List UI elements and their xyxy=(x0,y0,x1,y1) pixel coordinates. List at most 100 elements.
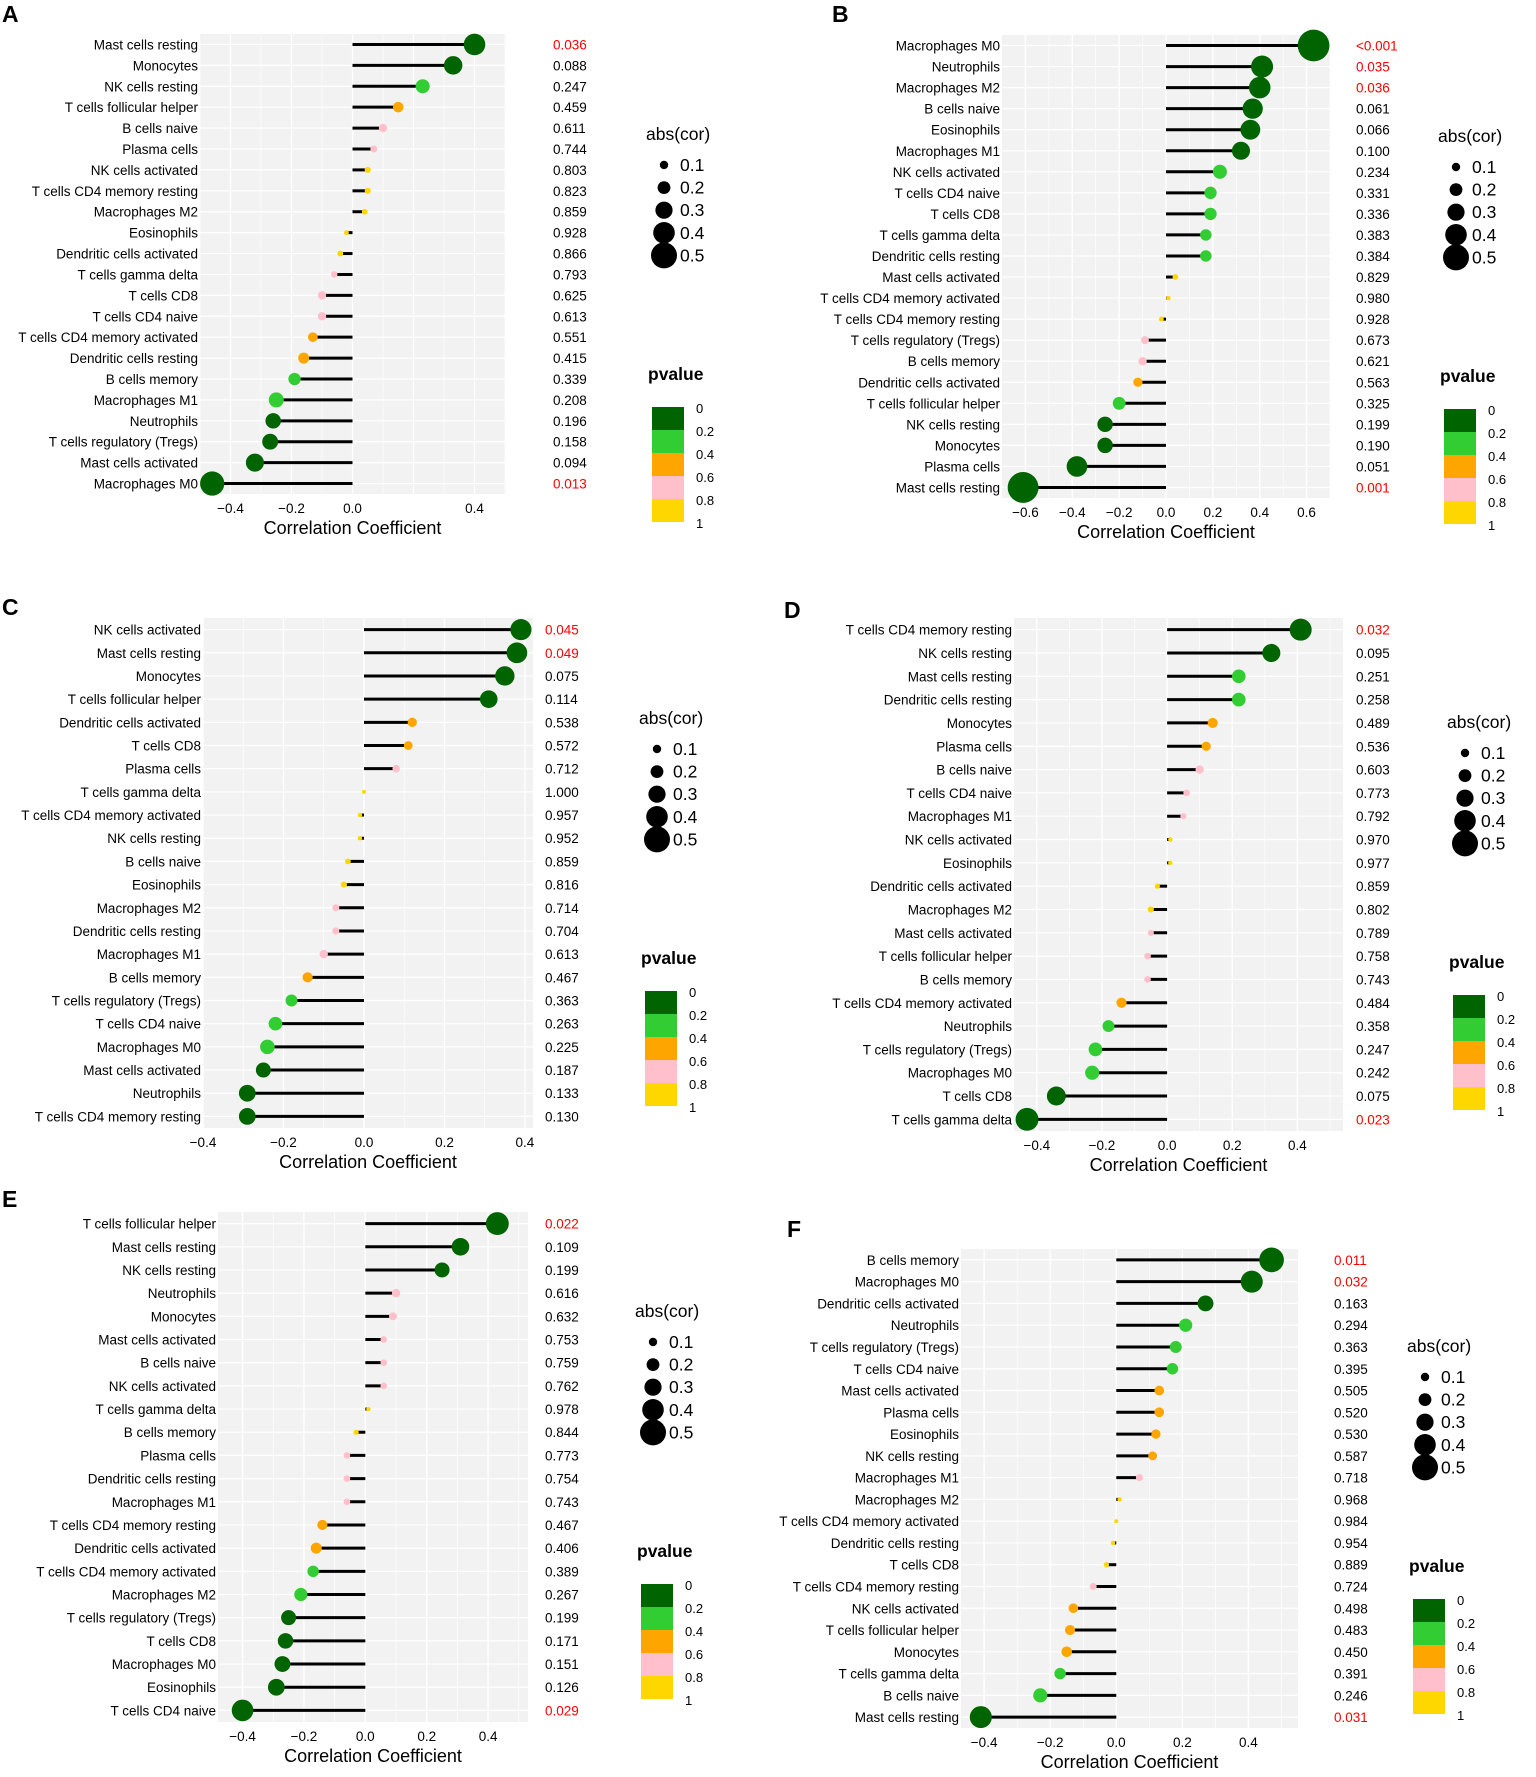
lollipop-point xyxy=(1015,1107,1039,1131)
pvalue-legend-swatch xyxy=(1413,1691,1445,1714)
plot-background xyxy=(1014,618,1343,1131)
size-legend: abs(cor) 0.1 0.20.3 0.40.5 xyxy=(646,124,710,269)
pvalue-legend-title: pvalue xyxy=(637,1541,693,1561)
category-label: B cells memory xyxy=(124,1425,217,1440)
category-label: Neutrophils xyxy=(891,1318,960,1333)
size-legend-dot xyxy=(644,826,670,853)
x-tick-label: 0.4 xyxy=(465,501,484,516)
pvalue-label: 0.984 xyxy=(1334,1514,1368,1529)
pvalue-label: 0.199 xyxy=(1356,417,1390,432)
lollipop-point xyxy=(1207,717,1218,729)
pvalue-label: 0.859 xyxy=(553,205,587,220)
pvalue-label: 0.029 xyxy=(545,1703,579,1718)
lollipop-point xyxy=(1231,692,1246,707)
category-label: T cells CD4 memory activated xyxy=(832,996,1012,1011)
lollipop-point xyxy=(361,789,366,794)
category-label: NK cells resting xyxy=(906,417,1000,432)
pvalue-label: 0.724 xyxy=(1334,1579,1368,1594)
pvalue-label: 0.075 xyxy=(545,669,579,684)
pvalue-legend-label: 0.4 xyxy=(689,1031,707,1046)
size-legend-label: 0.5 xyxy=(1481,833,1505,853)
pvalue-label: 0.957 xyxy=(545,808,579,823)
size-legend-dot xyxy=(655,201,673,219)
lollipop-point xyxy=(1054,1667,1066,1680)
pvalue-label: 0.572 xyxy=(545,739,579,754)
lollipop-point xyxy=(288,372,301,386)
pvalue-legend: pvalue 0 0.2 0.4 0.6 0.8 1 xyxy=(1449,952,1515,1119)
pvalue-label: 0.889 xyxy=(1334,1558,1368,1573)
x-tick-label: 0.0 xyxy=(1107,1735,1126,1750)
category-label: T cells CD8 xyxy=(146,1634,216,1649)
lollipop-point xyxy=(370,145,378,153)
lollipop-point xyxy=(262,433,279,450)
pvalue-label: 0.001 xyxy=(1356,480,1390,495)
pvalue-label: 0.968 xyxy=(1334,1492,1368,1507)
pvalue-label: 0.196 xyxy=(553,414,587,429)
pvalue-label: 0.363 xyxy=(545,994,579,1009)
pvalue-legend-swatch xyxy=(641,1607,673,1630)
pvalue-legend-title: pvalue xyxy=(648,364,704,384)
category-label: NK cells resting xyxy=(918,646,1012,661)
lollipop-point xyxy=(1144,952,1151,960)
size-legend-label: 0.5 xyxy=(1472,247,1496,267)
category-label: T cells regulatory (Tregs) xyxy=(851,333,1000,348)
category-label: T cells follicular helper xyxy=(65,100,199,115)
lollipop-point xyxy=(366,1406,371,1412)
pvalue-legend-swatch xyxy=(1444,455,1476,478)
lollipop-point xyxy=(255,1062,271,1078)
pvalue-label: 0.714 xyxy=(545,901,579,916)
category-label: T cells CD4 memory activated xyxy=(820,291,1000,306)
panel-label: E xyxy=(2,1186,17,1212)
pvalue-label: 0.406 xyxy=(545,1541,579,1556)
category-label: T cells CD8 xyxy=(930,207,1000,222)
category-label: Macrophages M2 xyxy=(112,1588,216,1603)
lollipop-point xyxy=(1231,669,1246,684)
pvalue-legend-swatch xyxy=(652,453,684,476)
pvalue-label: 0.242 xyxy=(1356,1066,1390,1081)
pvalue-legend-label: 0 xyxy=(1457,1593,1464,1608)
pvalue-legend-swatch xyxy=(1444,432,1476,455)
pvalue-legend-label: 0.2 xyxy=(685,1601,703,1616)
lollipop-point xyxy=(298,352,310,364)
pvalue-legend-label: 0 xyxy=(685,1578,692,1593)
lollipop-point xyxy=(392,764,400,773)
pvalue-label: 0.758 xyxy=(1356,949,1390,964)
lollipop-point xyxy=(277,1633,294,1649)
category-label: B cells memory xyxy=(867,1253,960,1268)
category-label: Macrophages M1 xyxy=(112,1495,216,1510)
pvalue-label: 0.859 xyxy=(1356,879,1390,894)
category-label: Monocytes xyxy=(136,669,202,684)
category-label: T cells CD4 memory activated xyxy=(36,1564,216,1579)
pvalue-legend-label: 0.2 xyxy=(1497,1012,1515,1027)
lollipop-point xyxy=(200,471,225,496)
lollipop-point xyxy=(1297,29,1330,62)
lollipop-point xyxy=(485,1212,509,1236)
pvalue-label: 0.247 xyxy=(553,79,587,94)
size-legend-dot xyxy=(1414,1434,1436,1456)
category-label: Eosinophils xyxy=(129,226,198,241)
size-legend-dot xyxy=(1445,224,1467,246)
category-label: Dendritic cells resting xyxy=(884,693,1012,708)
lollipop-point xyxy=(310,1542,322,1554)
pvalue-label: 0.673 xyxy=(1356,333,1390,348)
x-tick-label: −0.4 xyxy=(971,1735,998,1750)
size-legend-dot xyxy=(1449,183,1463,197)
lollipop-point xyxy=(1168,837,1173,842)
lollipop-point xyxy=(388,1312,397,1321)
pvalue-legend-label: 0.6 xyxy=(689,1054,707,1069)
lollipop-point xyxy=(353,1429,359,1435)
lollipop-point xyxy=(392,101,404,113)
panel-label: D xyxy=(784,597,801,623)
x-tick-label: 0.0 xyxy=(355,1135,374,1150)
lollipop-point xyxy=(1140,336,1149,345)
category-label: Macrophages M2 xyxy=(908,902,1012,917)
category-label: T cells regulatory (Tregs) xyxy=(67,1611,216,1626)
pvalue-label: 0.094 xyxy=(553,456,587,471)
pvalue-label: 0.199 xyxy=(545,1263,579,1278)
lollipop-point xyxy=(337,250,344,257)
lollipop-point xyxy=(1240,119,1261,140)
pvalue-label: 0.530 xyxy=(1334,1427,1368,1442)
pvalue-label: 0.190 xyxy=(1356,438,1390,453)
category-label: T cells CD4 memory activated xyxy=(779,1514,959,1529)
category-label: NK cells activated xyxy=(94,623,201,638)
